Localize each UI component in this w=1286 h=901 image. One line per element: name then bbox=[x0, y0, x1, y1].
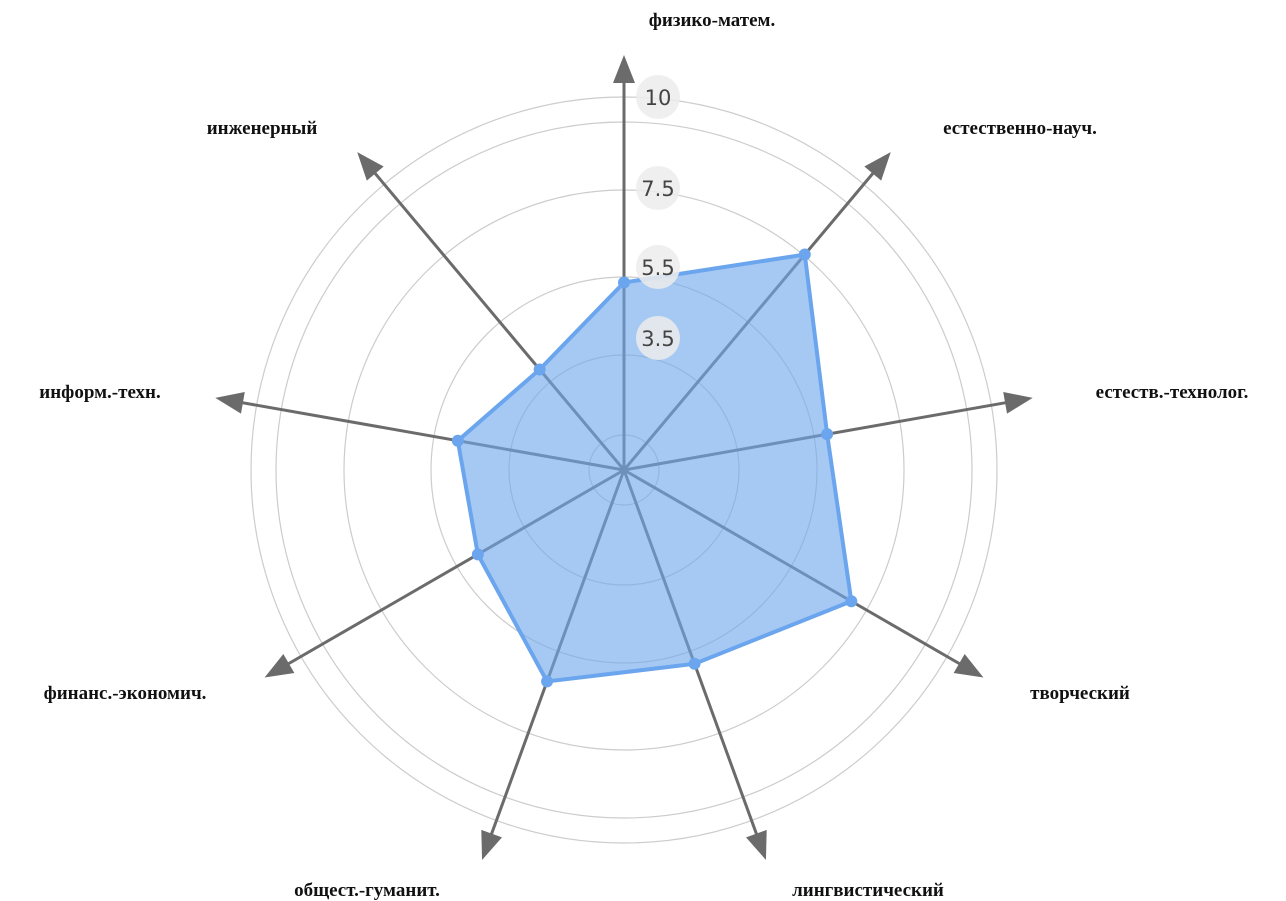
series-point-8 bbox=[533, 363, 546, 376]
series-point-0 bbox=[618, 276, 630, 289]
axis-label-2: естеств.-технолог. bbox=[1096, 382, 1249, 403]
tick-bg-3 bbox=[636, 75, 680, 119]
series-point-7 bbox=[451, 434, 464, 447]
axis-label-4: лингвистический bbox=[792, 880, 944, 901]
series-point-3 bbox=[845, 595, 858, 608]
axis-label-8: инженерный bbox=[207, 118, 318, 139]
axis-label-0: физико-матем. bbox=[649, 10, 775, 31]
axis-arrow-4 bbox=[746, 829, 767, 860]
tick-bg-0 bbox=[636, 316, 680, 360]
axis-arrow-2 bbox=[1003, 391, 1033, 414]
axis-arrow-6 bbox=[264, 653, 295, 678]
axis-arrow-3 bbox=[953, 653, 984, 678]
axis-label-7: информ.-техн. bbox=[39, 382, 160, 403]
axis-label-6: финанс.-экономич. bbox=[44, 683, 207, 704]
series-area bbox=[455, 252, 854, 684]
axis-label-3: творческий bbox=[1030, 683, 1130, 704]
axis-arrow-1 bbox=[864, 152, 891, 181]
series-point-1 bbox=[798, 248, 811, 261]
tick-label-3: 10 bbox=[645, 86, 672, 110]
tick-bg-1 bbox=[636, 245, 680, 289]
tick-label-2: 7.5 bbox=[641, 177, 674, 201]
tick-label-0: 3.5 bbox=[641, 327, 674, 351]
series-point-4 bbox=[688, 657, 701, 670]
axis-arrow-7 bbox=[215, 391, 245, 414]
series-point-2 bbox=[821, 428, 834, 441]
axis-arrow-8 bbox=[357, 152, 384, 181]
series-point-6 bbox=[471, 548, 484, 561]
axis-labels: физико-матем. естественно-науч. естеств.-т… bbox=[39, 10, 1248, 901]
series-point-5 bbox=[541, 675, 554, 688]
data-series bbox=[451, 248, 858, 688]
axis-arrow-5 bbox=[481, 829, 502, 860]
radial-tick-labels: 3.5 5.5 7.5 10 bbox=[636, 75, 680, 360]
axis-label-1: естественно-науч. bbox=[943, 118, 1097, 139]
tick-label-1: 5.5 bbox=[641, 256, 674, 280]
axis-label-5: общест.-гуманит. bbox=[294, 880, 440, 901]
axis-arrow-0 bbox=[613, 55, 635, 83]
tick-bg-2 bbox=[636, 166, 680, 210]
